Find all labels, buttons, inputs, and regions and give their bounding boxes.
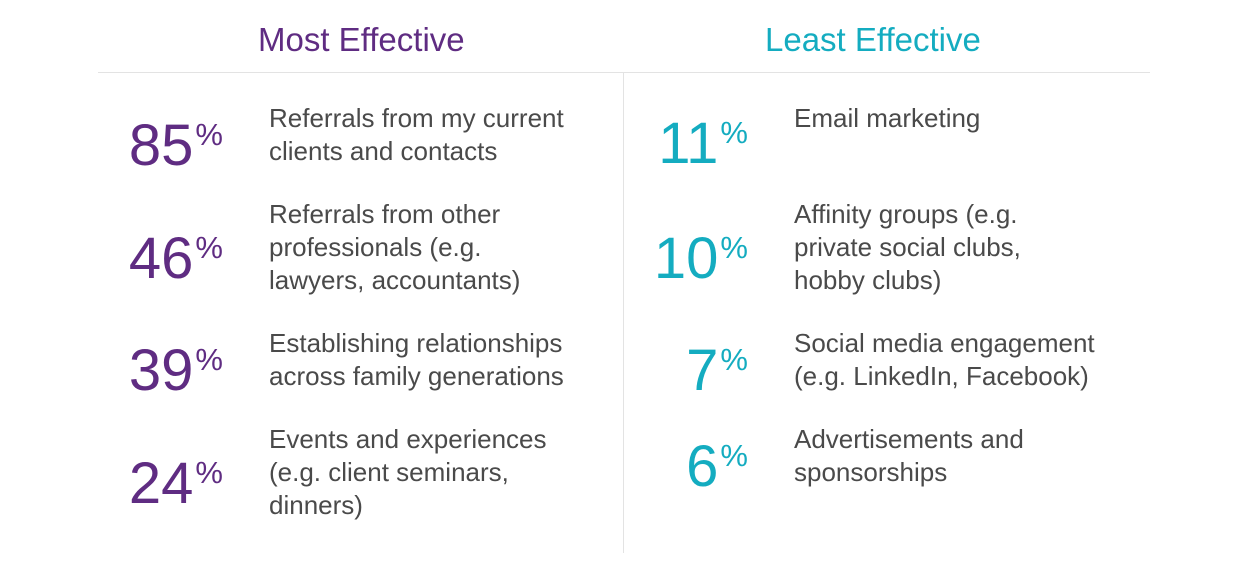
value-number: 85 <box>128 113 194 178</box>
least-effective-title: Least Effective <box>765 21 981 58</box>
most-value-1: 85% <box>98 104 223 177</box>
value-number: 46 <box>128 225 194 291</box>
least-label-4: Advertisements and sponsorships <box>794 424 1024 487</box>
least-value-1: 11% <box>623 102 748 175</box>
most-value-4: 24% <box>98 442 223 515</box>
least-label-2: Affinity groups (e.g. private social clu… <box>794 199 1021 295</box>
column-divider <box>623 73 624 553</box>
most-effective-title: Most Effective <box>258 21 465 58</box>
least-value-3: 7% <box>623 329 748 402</box>
least-label-1: Email marketing <box>794 103 981 133</box>
least-value-4: 6% <box>623 425 748 498</box>
most-label-3: Establishing relationships across family… <box>269 328 564 391</box>
least-label-3: Social media engagement (e.g. LinkedIn, … <box>794 328 1095 391</box>
most-value-3: 39% <box>98 329 223 402</box>
header-divider <box>98 72 1150 73</box>
most-label-1: Referrals from my current clients and co… <box>269 103 564 166</box>
value-number: 7 <box>686 338 719 403</box>
percent-sign: % <box>720 115 748 150</box>
percent-sign: % <box>195 117 223 152</box>
percent-sign: % <box>720 229 748 265</box>
percent-sign: % <box>720 438 748 473</box>
percent-sign: % <box>195 342 223 377</box>
value-number: 6 <box>686 434 719 499</box>
most-label-2: Referrals from other professionals (e.g.… <box>269 199 521 295</box>
value-number: 10 <box>653 225 719 291</box>
value-number: 24 <box>128 450 194 516</box>
percent-sign: % <box>195 454 223 490</box>
most-label-4: Events and experiences (e.g. client semi… <box>269 424 547 520</box>
least-value-2: 10% <box>623 217 748 290</box>
percent-sign: % <box>720 342 748 377</box>
value-number: 39 <box>128 338 194 403</box>
value-number: 11 <box>658 111 719 176</box>
percent-sign: % <box>195 229 223 265</box>
most-value-2: 46% <box>98 217 223 290</box>
